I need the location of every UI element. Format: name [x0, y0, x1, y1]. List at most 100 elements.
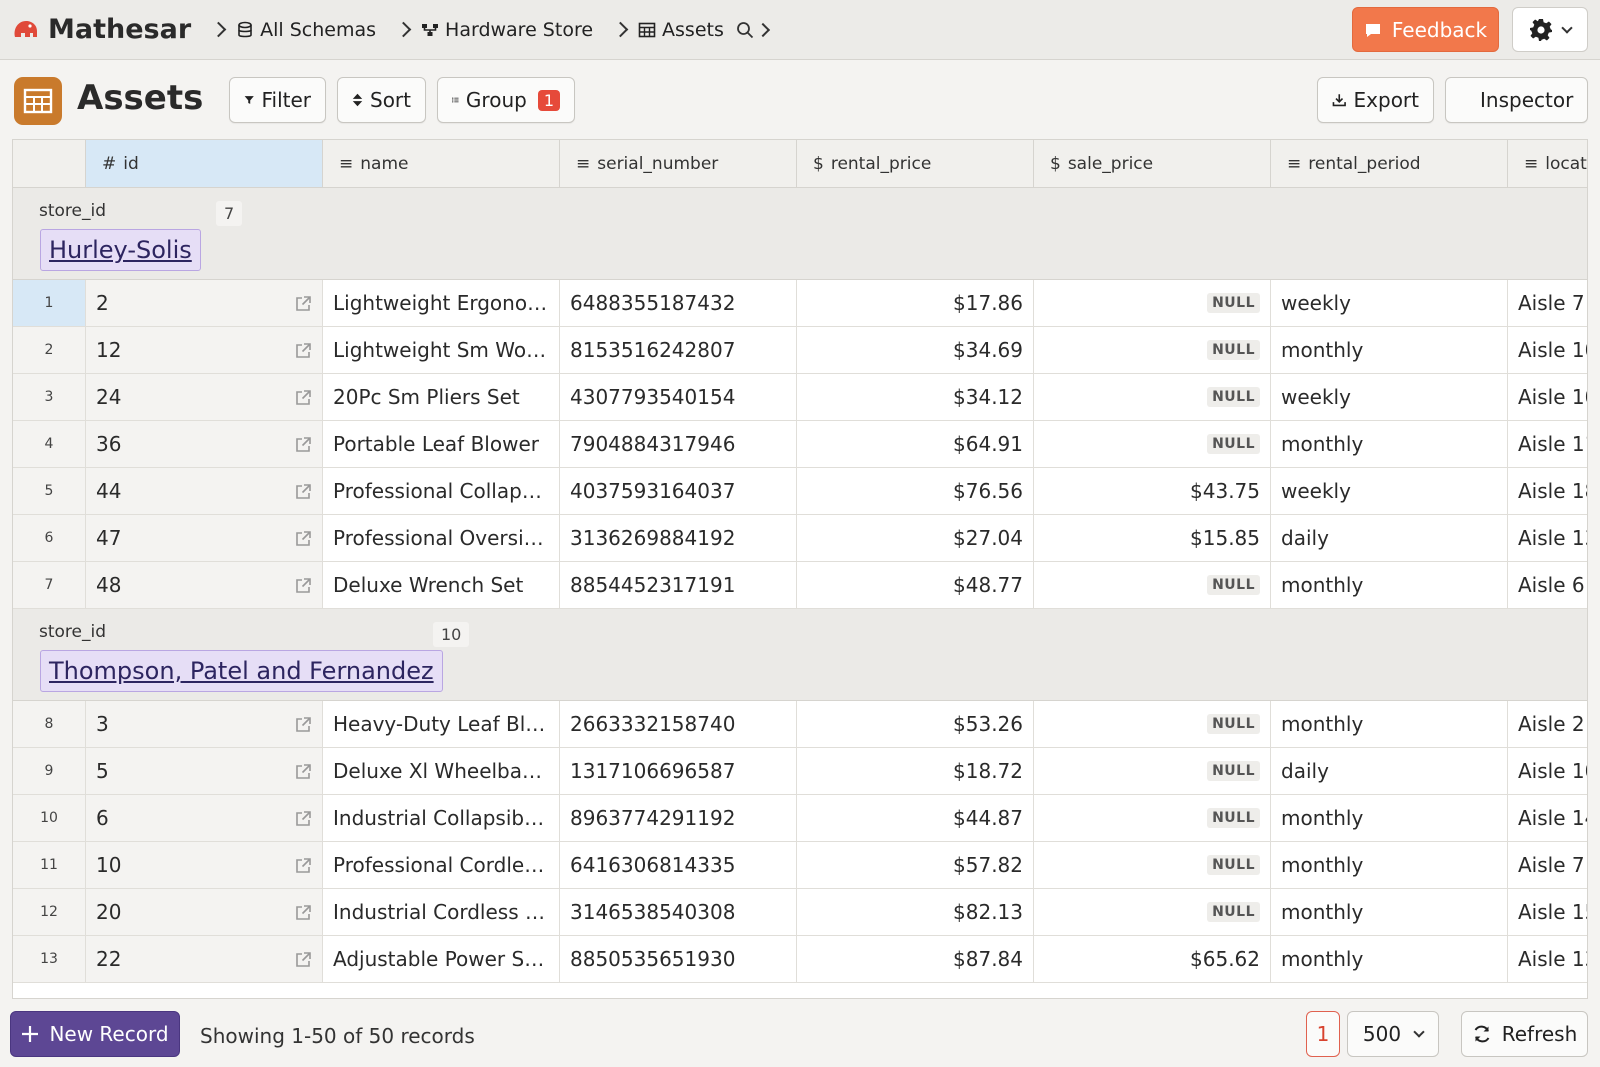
feedback-button[interactable]: Feedback [1352, 7, 1499, 52]
cell-rental-price[interactable]: $34.69 [797, 327, 1034, 374]
open-record-icon[interactable] [294, 762, 312, 780]
table-row[interactable]: 6 47 Professional Oversized 3136269884192 $2… [13, 515, 1587, 562]
row-number-cell[interactable]: 7 [13, 562, 86, 609]
cell-id[interactable]: 47 [86, 515, 323, 562]
open-record-icon[interactable] [294, 482, 312, 500]
cell-name[interactable]: Industrial Cordless Lawnmower [323, 889, 560, 936]
cell-location[interactable]: Aisle 2 - [1508, 701, 1587, 748]
cell-id[interactable]: 12 [86, 327, 323, 374]
cell-id[interactable]: 3 [86, 701, 323, 748]
cell-rental-period[interactable]: monthly [1271, 701, 1508, 748]
cell-rental-period[interactable]: monthly [1271, 889, 1508, 936]
cell-serial-number[interactable]: 6488355187432 [560, 280, 797, 327]
cell-sale-price[interactable]: $15.85 [1034, 515, 1271, 562]
cell-id[interactable]: 10 [86, 842, 323, 889]
cell-id[interactable]: 22 [86, 936, 323, 983]
cell-name[interactable]: 20Pc Sm Pliers Set [323, 374, 560, 421]
cell-location[interactable]: Aisle 6 - [1508, 562, 1587, 609]
cell-location[interactable]: Aisle 14 [1508, 795, 1587, 842]
cell-location[interactable]: Aisle 15 [1508, 889, 1587, 936]
cell-sale-price[interactable]: NULL [1034, 748, 1271, 795]
cell-serial-number[interactable]: 8153516242807 [560, 327, 797, 374]
cell-sale-price[interactable]: NULL [1034, 562, 1271, 609]
row-number-cell[interactable]: 12 [13, 889, 86, 936]
cell-serial-number[interactable]: 1317106696587 [560, 748, 797, 795]
page-number-button[interactable]: 1 [1306, 1011, 1340, 1057]
cell-name[interactable]: Professional Oversized [323, 515, 560, 562]
refresh-button[interactable]: Refresh [1461, 1011, 1588, 1057]
cell-sale-price[interactable]: NULL [1034, 842, 1271, 889]
column-header-location[interactable]: ≡ location [1508, 140, 1587, 188]
cell-location[interactable]: Aisle 7 - [1508, 280, 1587, 327]
table-row[interactable]: 10 6 Industrial Collapsible Ladder 89637742… [13, 795, 1587, 842]
column-header-sale-price[interactable]: $ sale_price [1034, 140, 1271, 188]
cell-sale-price[interactable]: NULL [1034, 374, 1271, 421]
table-row[interactable]: 1 2 Lightweight Ergonomic 6488355187432 $17.… [13, 280, 1587, 327]
row-number-cell[interactable]: 1 [13, 280, 86, 327]
filter-button[interactable]: Filter [229, 77, 326, 123]
cell-location[interactable]: Aisle 10 [1508, 327, 1587, 374]
breadcrumb-schema[interactable]: Hardware Store [421, 19, 593, 41]
cell-rental-price[interactable]: $87.84 [797, 936, 1034, 983]
cell-sale-price[interactable]: NULL [1034, 327, 1271, 374]
open-record-icon[interactable] [294, 809, 312, 827]
cell-rental-period[interactable]: weekly [1271, 468, 1508, 515]
cell-sale-price[interactable]: NULL [1034, 795, 1271, 842]
table-row[interactable]: 12 20 Industrial Cordless Lawnmower 3146538… [13, 889, 1587, 936]
cell-sale-price[interactable]: NULL [1034, 421, 1271, 468]
row-number-cell[interactable]: 3 [13, 374, 86, 421]
table-row[interactable]: 4 36 Portable Leaf Blower 7904884317946 $64.… [13, 421, 1587, 468]
chevron-right-icon[interactable] [755, 22, 770, 37]
cell-location[interactable]: Aisle 13 [1508, 936, 1587, 983]
cell-rental-period[interactable]: monthly [1271, 936, 1508, 983]
cell-name[interactable]: Adjustable Power Saw [323, 936, 560, 983]
cell-sale-price[interactable]: $65.62 [1034, 936, 1271, 983]
cell-name[interactable]: Professional Collapsible [323, 468, 560, 515]
cell-id[interactable]: 20 [86, 889, 323, 936]
column-header-name[interactable]: ≡ name [323, 140, 560, 188]
cell-serial-number[interactable]: 8963774291192 [560, 795, 797, 842]
row-number-cell[interactable]: 10 [13, 795, 86, 842]
cell-rental-price[interactable]: $17.86 [797, 280, 1034, 327]
column-header-rental-price[interactable]: $ rental_price [797, 140, 1034, 188]
breadcrumb-table[interactable]: Assets [638, 19, 724, 41]
cell-id[interactable]: 44 [86, 468, 323, 515]
open-record-icon[interactable] [294, 388, 312, 406]
new-record-button[interactable]: New Record [10, 1011, 180, 1057]
cell-name[interactable]: Lightweight Ergonomic [323, 280, 560, 327]
cell-location[interactable]: Aisle 7 - [1508, 842, 1587, 889]
cell-rental-price[interactable]: $53.26 [797, 701, 1034, 748]
column-header-serial-number[interactable]: ≡ serial_number [560, 140, 797, 188]
cell-id[interactable]: 24 [86, 374, 323, 421]
cell-name[interactable]: Deluxe Xl Wheelbarrow [323, 748, 560, 795]
sort-button[interactable]: Sort [337, 77, 426, 123]
row-number-cell[interactable]: 2 [13, 327, 86, 374]
cell-name[interactable]: Portable Leaf Blower [323, 421, 560, 468]
export-button[interactable]: Export [1317, 77, 1434, 123]
cell-serial-number[interactable]: 3136269884192 [560, 515, 797, 562]
cell-rental-price[interactable]: $44.87 [797, 795, 1034, 842]
cell-rental-period[interactable]: monthly [1271, 562, 1508, 609]
cell-name[interactable]: Industrial Collapsible Ladder [323, 795, 560, 842]
cell-location[interactable]: Aisle 11 [1508, 421, 1587, 468]
cell-rental-price[interactable]: $48.77 [797, 562, 1034, 609]
open-record-icon[interactable] [294, 341, 312, 359]
cell-name[interactable]: Professional Cordless Drill [323, 842, 560, 889]
group-value-link[interactable]: Hurley-Solis [40, 229, 201, 271]
cell-rental-price[interactable]: $76.56 [797, 468, 1034, 515]
table-row[interactable]: 3 24 20Pc Sm Pliers Set 4307793540154 $34.12… [13, 374, 1587, 421]
cell-rental-price[interactable]: $82.13 [797, 889, 1034, 936]
cell-name[interactable]: Heavy-Duty Leaf Blower [323, 701, 560, 748]
cell-rental-period[interactable]: monthly [1271, 842, 1508, 889]
cell-sale-price[interactable]: $43.75 [1034, 468, 1271, 515]
cell-rental-price[interactable]: $57.82 [797, 842, 1034, 889]
settings-button[interactable] [1512, 7, 1588, 52]
cell-serial-number[interactable]: 2663332158740 [560, 701, 797, 748]
cell-serial-number[interactable]: 4037593164037 [560, 468, 797, 515]
table-row[interactable]: 2 12 Lightweight Sm Workbench 8153516242807… [13, 327, 1587, 374]
inspector-button[interactable]: Inspector [1445, 77, 1588, 123]
open-record-icon[interactable] [294, 903, 312, 921]
table-row[interactable]: 11 10 Professional Cordless Drill 641630681… [13, 842, 1587, 889]
cell-serial-number[interactable]: 8854452317191 [560, 562, 797, 609]
row-number-cell[interactable]: 9 [13, 748, 86, 795]
